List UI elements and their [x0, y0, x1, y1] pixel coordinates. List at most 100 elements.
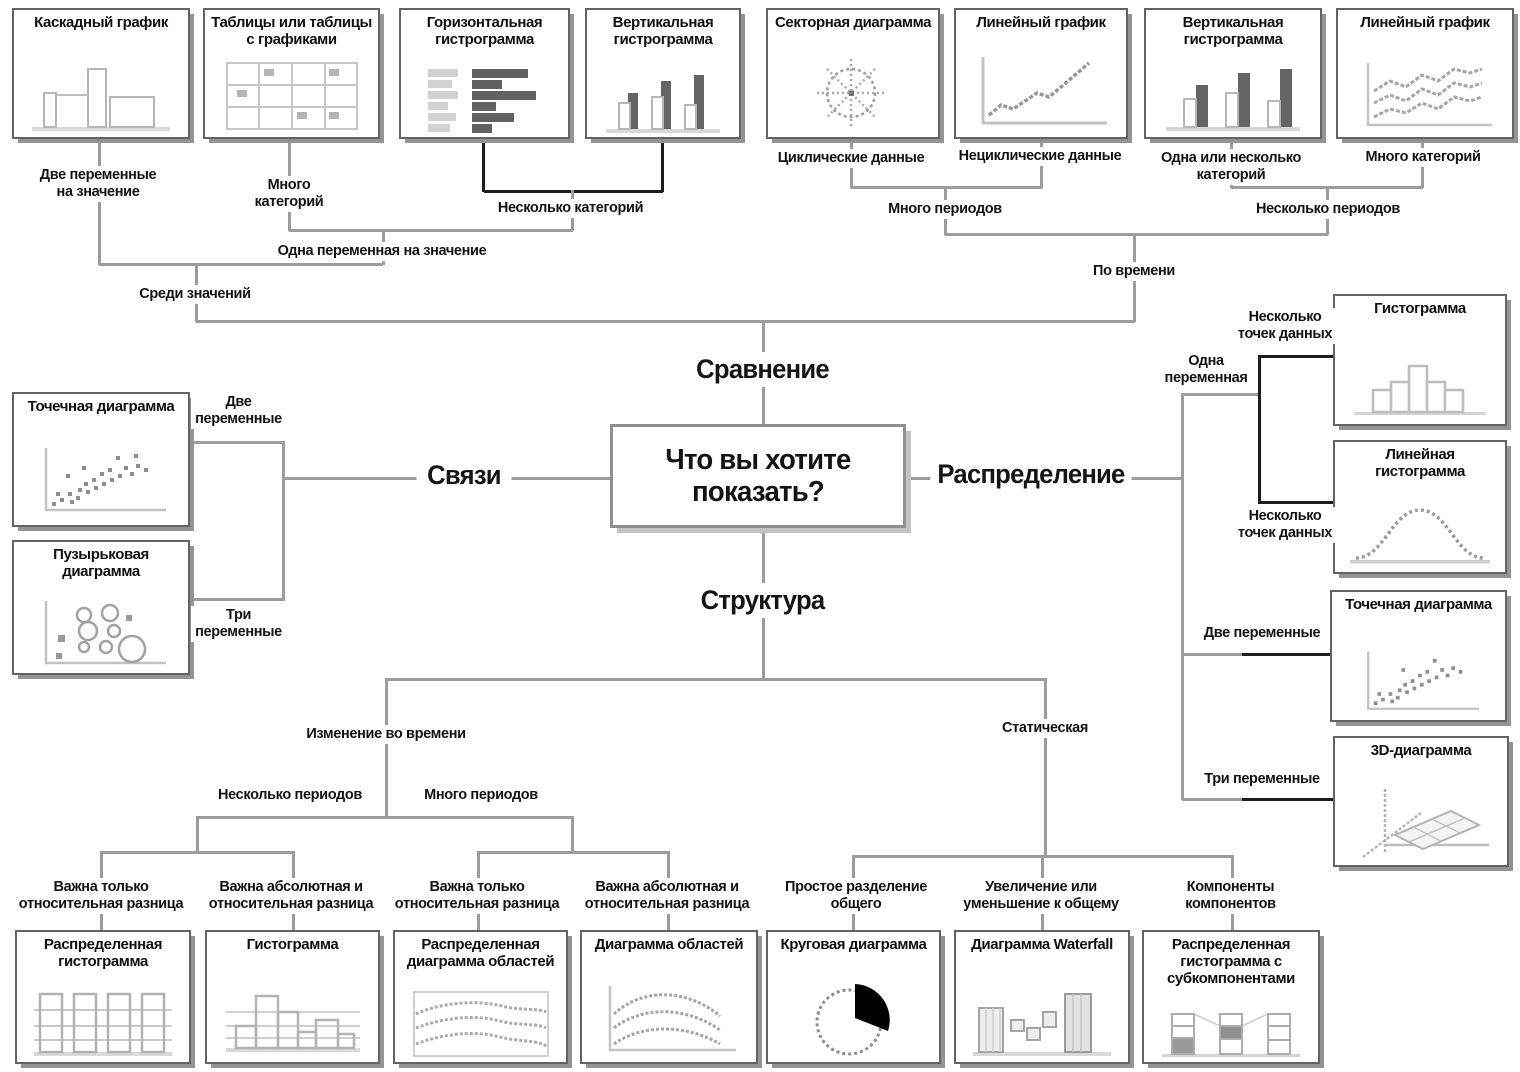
connector-line	[196, 816, 573, 819]
edge-label-increase-decrease: Увеличение или уменьшение к общему	[950, 878, 1132, 915]
chart-box-waterfall2: Диаграмма Waterfall	[954, 930, 1130, 1064]
chart-box-title: Вертикальная гистрограмма	[612, 14, 714, 48]
area-chart-icon	[608, 986, 736, 1052]
line-chart-icon	[981, 57, 1107, 125]
connector-line	[571, 816, 574, 853]
chart-box-title: Точечная диаграмма	[1345, 596, 1492, 613]
connector-line	[1258, 355, 1261, 504]
central-question-text: Что вы хотите показать?	[665, 443, 851, 508]
chart-box-scatter: Точечная диаграмма	[12, 392, 190, 527]
chart-box-title: Линейный график	[1360, 14, 1490, 31]
edge-label-cyclical-data: Циклические данные	[776, 149, 926, 169]
chart-box-vbar-periods: Вертикальная гистрограмма	[1144, 8, 1322, 139]
edge-label-one-variable: Одна переменная	[1156, 352, 1256, 389]
stacked-bar-100-icon	[34, 992, 172, 1056]
connector-line	[1182, 393, 1259, 396]
connector-line	[186, 598, 282, 601]
chart-box-title: Точечная диаграмма	[27, 398, 175, 415]
edge-label-abs-rel-diff-1: Важна абсолютная и относительная разница	[198, 878, 384, 915]
connector-line	[186, 441, 282, 444]
table-icon	[225, 62, 358, 130]
chart-box-3d: 3D-диаграмма	[1333, 736, 1509, 867]
bubble-chart-icon	[44, 601, 166, 665]
connector-line	[1242, 798, 1335, 801]
chart-box-vbar: Вертикальная гистрограмма	[585, 8, 741, 139]
chart-box-title: Распределенная гистограмма с субкомпонен…	[1166, 936, 1295, 987]
chart-box-bubble: Пузырьковая диаграмма	[12, 540, 190, 675]
connector-line	[1044, 678, 1047, 857]
scatter-plot-icon	[1366, 651, 1479, 710]
connector-line	[196, 320, 1135, 323]
edge-label-few-periods-top: Несколько периодов	[1252, 200, 1404, 220]
column-histogram-icon	[225, 994, 360, 1052]
chart-box-title: Гистограмма	[1374, 300, 1466, 317]
vertical-bar-chart-icon	[1166, 69, 1300, 131]
connector-line	[1242, 653, 1332, 656]
chart-box-scatter2: Точечная диаграмма	[1330, 590, 1507, 722]
chart-box-title: Круговая диаграмма	[780, 936, 927, 953]
chart-box-tables: Таблицы или таблицы с графиками	[203, 8, 380, 139]
branch-comparison: Сравнение	[684, 352, 841, 387]
edge-label-among-values: Среди значений	[135, 285, 255, 305]
scatter-plot-icon	[44, 448, 166, 512]
connector-line	[385, 678, 1044, 681]
edge-label-few-data-points-top: Несколько точек данных	[1234, 308, 1336, 345]
connector-line	[282, 441, 285, 601]
connector-line	[482, 135, 485, 192]
chart-box-title: 3D-диаграмма	[1370, 742, 1472, 759]
chart-box-title: Диаграмма Waterfall	[971, 936, 1113, 953]
edge-label-few-categories: Несколько категорий	[493, 199, 648, 219]
branch-distribution: Распределение	[930, 457, 1132, 492]
edge-label-many-categories-left: Много категорий	[237, 176, 341, 213]
chart-box-area: Диаграмма областей	[580, 930, 758, 1064]
connector-line	[1182, 798, 1242, 801]
chart-box-line: Линейный график	[954, 8, 1128, 139]
chart-box-stacked100: Распределенная гистограмма	[15, 930, 191, 1064]
horizontal-bar-chart-icon	[427, 69, 536, 133]
chart-box-title: Гистограмма	[246, 936, 339, 953]
chart-box-histogram2: Гистограмма	[205, 930, 380, 1064]
connector-line	[196, 816, 199, 853]
chart-box-title: Диаграмма областей	[594, 936, 744, 953]
edge-label-many-periods-bottom: Много периодов	[422, 786, 540, 806]
chart-box-line-multi: Линейный график	[1336, 8, 1514, 139]
edge-label-change-over-time: Изменение во времени	[302, 725, 470, 745]
multi-line-chart-icon	[1366, 63, 1492, 127]
waterfall-chart-icon	[973, 993, 1111, 1056]
central-question-box: Что вы хотите показать?	[610, 424, 906, 528]
edge-label-few-data-points-bottom: Несколько точек данных	[1234, 507, 1336, 544]
chart-box-title: Распределенная диаграмма областей	[406, 936, 555, 970]
chart-box-histogram: Гистограмма	[1333, 294, 1507, 426]
edge-label-over-time: По времени	[1090, 262, 1178, 282]
chart-box-title: Горизонтальная гистрограмма	[426, 14, 543, 48]
edge-label-rel-diff-only-1: Важна только относительная разница	[15, 878, 187, 915]
edge-label-simple-share: Простое разделение общего	[776, 878, 936, 915]
stacked-area-100-icon	[412, 991, 549, 1057]
edge-label-three-variables-left: Три переменные	[191, 606, 286, 643]
edge-label-components: Компоненты компонентов	[1178, 878, 1283, 915]
edge-label-two-variables-right: Две переменные	[1198, 624, 1326, 644]
chart-box-radial: Секторная диаграмма	[766, 8, 940, 139]
connector-line	[99, 263, 383, 266]
chart-box-waterfall: Каскадный график	[12, 8, 190, 139]
edge-label-static: Статическая	[1000, 719, 1090, 739]
connector-line	[1259, 355, 1335, 358]
connector-line	[289, 229, 573, 232]
connector-line	[385, 678, 388, 818]
edge-label-rel-diff-only-2: Важна только относительная разница	[391, 878, 563, 915]
chart-box-title: Секторная диаграмма	[774, 14, 932, 31]
edge-label-many-categories-right: Много категорий	[1363, 148, 1483, 168]
radial-chart-icon	[817, 59, 885, 127]
branch-relationships: Связи	[416, 458, 512, 493]
histogram-icon	[1354, 364, 1486, 415]
bell-curve-icon	[1350, 508, 1490, 564]
chart-box-title: Линейная гистограмма	[1375, 446, 1465, 480]
3d-surface-chart-icon	[1362, 789, 1489, 858]
connector-line	[661, 135, 664, 192]
chart-box-pie: Круговая диаграмма	[766, 930, 941, 1064]
branch-composition: Структура	[684, 583, 841, 618]
chart-box-title: Вертикальная гистрограмма	[1182, 14, 1284, 48]
edge-label-one-or-few-categories: Одна или несколько категорий	[1126, 149, 1336, 186]
chart-box-line-histogram: Линейная гистограмма	[1333, 440, 1507, 574]
